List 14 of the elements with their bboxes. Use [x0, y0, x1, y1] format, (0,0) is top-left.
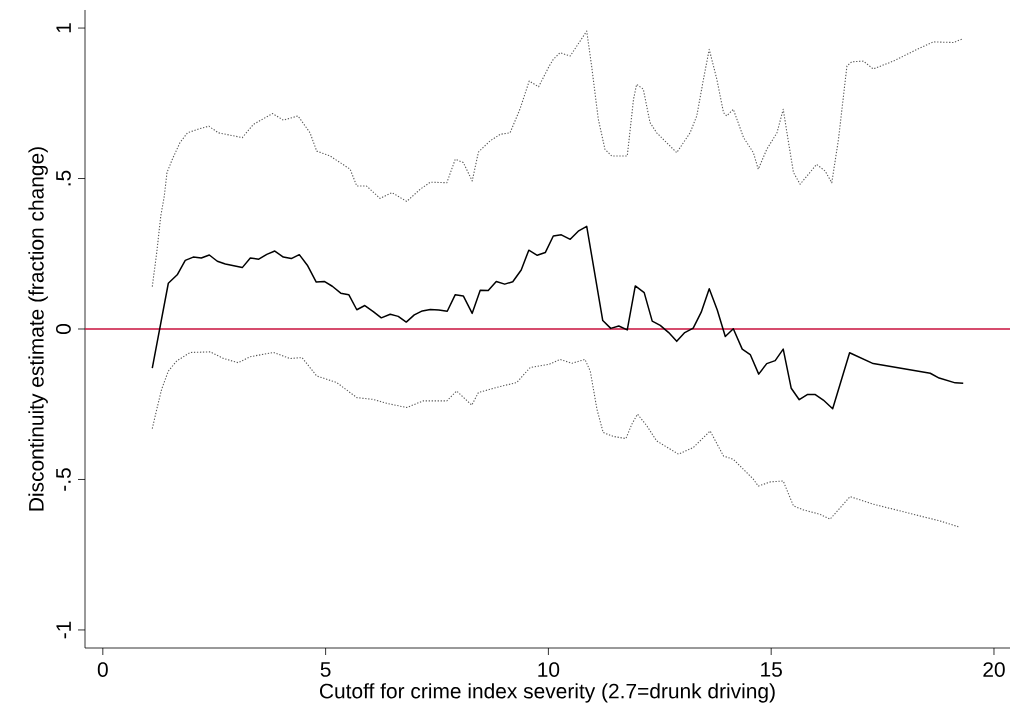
line-series: [151, 225, 964, 410]
y-tick-label: -.5: [56, 468, 71, 491]
y-tick-label: -1: [56, 621, 71, 639]
line-series: [151, 30, 963, 288]
x-tick-label: 0: [97, 662, 108, 677]
x-axis-title: Cutoff for crime index severity (2.7=drunk driving): [319, 683, 775, 703]
x-tick-label: 10: [538, 662, 560, 677]
y-axis-title: Discontinuity estimate (fraction change): [28, 147, 48, 511]
x-tick-label: 15: [761, 662, 782, 677]
y-tick-label: 1: [56, 23, 71, 33]
x-tick-label: 5: [320, 662, 331, 677]
y-tick-label: 0: [56, 324, 71, 334]
x-tick-label: 20: [983, 662, 1005, 677]
y-tick-label: .5: [56, 170, 71, 186]
